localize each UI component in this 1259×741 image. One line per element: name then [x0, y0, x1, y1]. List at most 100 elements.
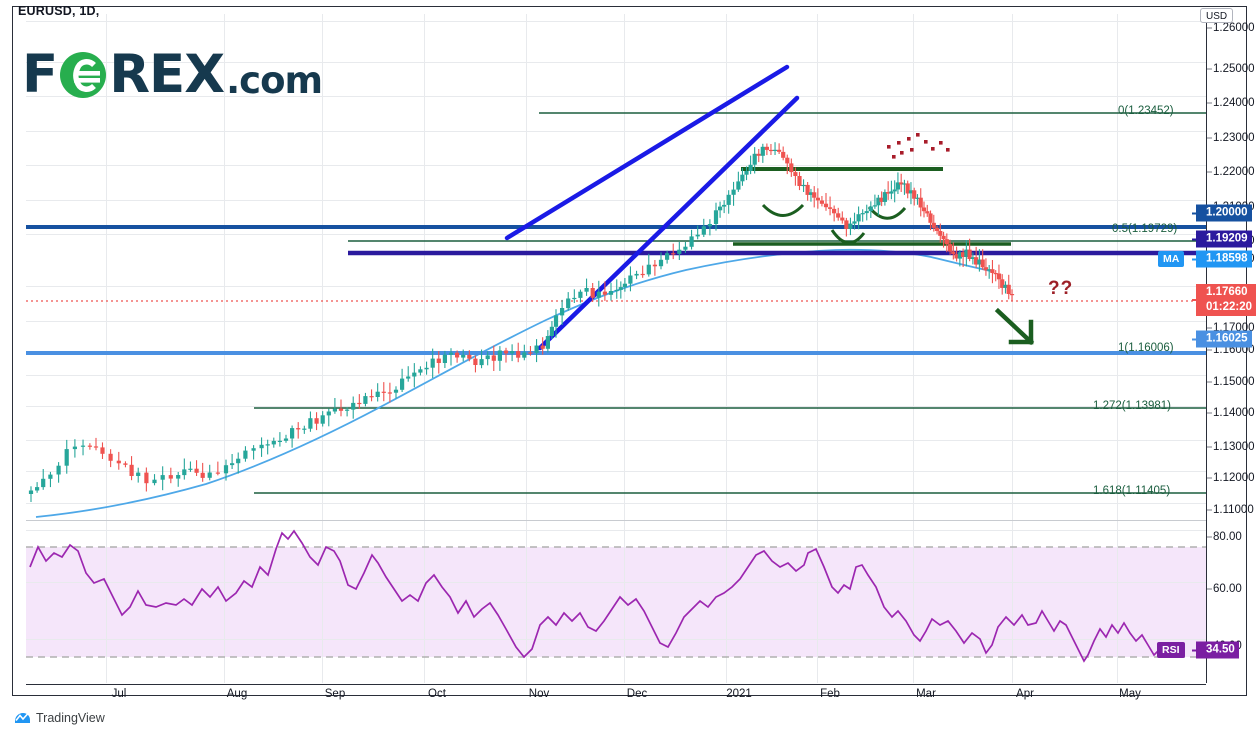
last-price-badge[interactable]: 1.17660 01:22:20	[1192, 284, 1257, 316]
axis-tick-mark	[1207, 137, 1212, 139]
candle-body	[160, 475, 165, 480]
candle-body	[369, 396, 374, 398]
candle-body	[400, 378, 405, 390]
vertical-gridlines	[106, 14, 1118, 520]
candle-body	[718, 206, 723, 211]
candle-body	[1006, 284, 1011, 294]
ma-indicator-chip[interactable]: MA	[1158, 251, 1185, 267]
candle-body	[1009, 294, 1015, 296]
candle-body	[357, 402, 362, 405]
candle-body	[1000, 279, 1005, 288]
axis-tick-mark	[1207, 536, 1212, 538]
rsi-pane[interactable]	[26, 521, 1206, 683]
candle-body	[977, 259, 982, 265]
candle-body	[277, 440, 282, 442]
badge-value: 1.20000	[1206, 206, 1248, 219]
fib-label-1.272: 1.272(1.13981)	[1093, 400, 1172, 412]
price-chart-svg	[26, 14, 1206, 520]
price-axis[interactable]: 1.260001.250001.240001.230001.220001.210…	[1207, 14, 1255, 683]
time-tick-label: Aug	[226, 688, 248, 700]
candle-body	[491, 355, 496, 361]
candle-body	[756, 153, 761, 156]
candle-body	[628, 275, 633, 284]
support-level-badge[interactable]: 1.16025	[1192, 330, 1252, 348]
axis-tick-label: 1.11000	[1213, 504, 1254, 516]
candle-body	[566, 298, 571, 309]
candle-body	[941, 235, 946, 240]
logo-text-f: F	[22, 44, 58, 105]
candle-body	[781, 151, 786, 158]
axis-tick-label: 1.12000	[1213, 472, 1255, 484]
candle-body	[418, 369, 423, 373]
fib-level-badge[interactable]: 1.19209	[1192, 230, 1252, 248]
time-tick-label: Dec	[626, 688, 648, 700]
currency-chip[interactable]: USD	[1200, 8, 1234, 23]
candle-body	[805, 184, 810, 195]
candle-body	[448, 352, 454, 355]
candle-body	[332, 408, 337, 412]
candle-body	[895, 182, 900, 190]
candle-body	[497, 350, 502, 361]
candle-body	[584, 288, 589, 292]
candle-body	[461, 354, 466, 358]
badge-stub	[1192, 338, 1199, 340]
candle-body	[701, 226, 706, 235]
candle-body	[876, 197, 881, 206]
candle-body	[41, 478, 46, 488]
time-axis[interactable]: Jul Aug Sep Oct Nov Dec 2021 Feb Mar Apr May	[26, 684, 1206, 702]
candle-body	[748, 164, 753, 171]
rsi-value-badge[interactable]: 34.50	[1192, 641, 1239, 659]
ma-value-badge[interactable]: 1.18598	[1192, 250, 1252, 268]
candle-body	[176, 475, 181, 479]
candle-body	[990, 269, 995, 273]
candle-body	[442, 354, 447, 363]
candle-body	[713, 210, 719, 224]
candle-body	[646, 264, 651, 275]
candle-body	[899, 182, 904, 185]
axis-tick-label: 1.23000	[1213, 132, 1255, 144]
candle-body	[921, 207, 927, 212]
candle-body	[789, 163, 794, 173]
head-arc	[830, 229, 866, 245]
candle-body	[406, 376, 411, 379]
pane-divider	[26, 520, 1206, 521]
price-pane[interactable]	[26, 14, 1206, 520]
candle-body	[892, 189, 897, 192]
candle-body	[243, 450, 248, 459]
resistance-level-badge[interactable]: 1.20000	[1192, 204, 1252, 222]
candle-body	[485, 355, 490, 360]
candle-body	[785, 157, 790, 164]
candle-body	[381, 391, 386, 393]
rsi-indicator-chip[interactable]: RSI	[1157, 642, 1185, 658]
candle-body	[944, 239, 949, 245]
logo-text-rex: REX	[109, 44, 225, 105]
candle-body	[265, 444, 270, 446]
rsi-chart-svg	[26, 521, 1206, 683]
fib-label-0.5: 0.5(1.19729)	[1112, 223, 1178, 235]
tradingview-watermark: TradingView	[14, 710, 105, 725]
candle-body	[467, 354, 472, 359]
hs-dot-markers	[887, 133, 950, 159]
badge-stub	[1192, 649, 1199, 651]
candle-body	[777, 149, 782, 152]
candle-body	[801, 184, 806, 187]
candle-body	[602, 291, 607, 295]
candle-body	[100, 447, 105, 454]
axis-tick-mark	[1207, 102, 1212, 104]
candle-body	[314, 418, 319, 424]
candle-body	[658, 259, 664, 267]
candle-body	[338, 408, 344, 411]
badge-value: 1.16025	[1206, 332, 1248, 345]
candle-body	[572, 297, 577, 300]
candle-body	[752, 153, 757, 165]
candle-body	[326, 411, 331, 416]
candle-body	[868, 206, 873, 212]
candle-body	[72, 446, 77, 450]
candle-body	[236, 458, 241, 464]
candle-body	[296, 428, 301, 430]
candle-body	[290, 428, 295, 439]
down-arrow-annotation	[994, 307, 1035, 346]
candle-body	[879, 197, 884, 202]
candle-body	[912, 190, 917, 199]
time-tick-label: Feb	[820, 688, 840, 700]
